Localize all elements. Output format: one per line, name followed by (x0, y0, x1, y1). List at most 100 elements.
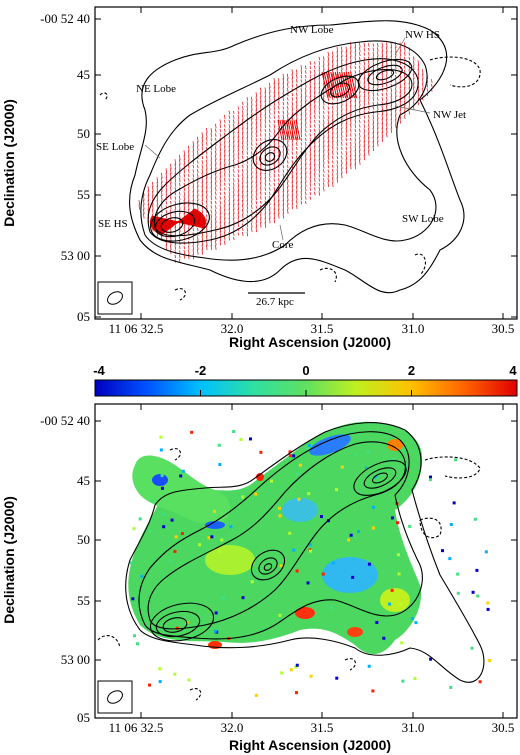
polarization-vector (269, 100, 271, 107)
polarization-vector (264, 217, 266, 224)
polarization-vector (282, 110, 284, 115)
polarization-vector (309, 109, 311, 116)
polarization-vector (363, 141, 365, 147)
polarization-vector (309, 137, 311, 142)
polarization-vector (336, 177, 338, 183)
polarization-vector (246, 190, 248, 197)
polarization-vector (395, 60, 397, 66)
polarization-vector (246, 172, 248, 179)
polarization-vector (305, 87, 307, 93)
rm-speckle (280, 671, 284, 675)
polarization-vector (246, 132, 248, 138)
polarization-vector (395, 87, 397, 93)
polarization-vector (336, 46, 338, 53)
polarization-vector (350, 142, 352, 146)
polarization-vector (390, 60, 392, 66)
polarization-vector (359, 124, 361, 128)
polarization-vector (282, 155, 284, 160)
polarization-vector (201, 181, 203, 188)
polarization-vector (323, 106, 325, 110)
polarization-vector (233, 232, 235, 236)
polarization-vector (210, 163, 212, 170)
rm-yellow-region-1 (205, 545, 255, 575)
polarization-vector (269, 96, 271, 102)
polarization-vector (314, 78, 316, 84)
polarization-vector (242, 132, 244, 138)
polarization-vector (386, 92, 388, 97)
polarization-vector (390, 87, 392, 93)
polarization-vector (354, 46, 356, 53)
polarization-vector (314, 173, 316, 178)
polarization-vector (305, 196, 307, 200)
polarization-vector (156, 177, 158, 183)
polarization-vector (325, 71, 333, 99)
polarization-vector (300, 137, 302, 142)
polarization-vector (233, 169, 235, 173)
polarization-vector (386, 42, 388, 48)
rm-speckle (241, 495, 245, 499)
polarization-vector (260, 96, 262, 102)
polarization-vector (296, 177, 298, 183)
polarization-vector (300, 159, 302, 165)
polarization-vector (377, 118, 379, 125)
rm-speckle (279, 564, 283, 568)
polarization-vector (345, 123, 347, 129)
polarization-vector (368, 132, 370, 138)
polarization-vector (300, 186, 302, 192)
polarization-vector (233, 213, 235, 219)
polarization-vector (390, 92, 392, 97)
polarization-vector (219, 172, 221, 179)
polarization-vector (372, 47, 374, 52)
polarization-vector (251, 101, 253, 106)
polarization-vector (228, 208, 230, 215)
polarization-vector (242, 101, 244, 106)
polarization-vector (278, 78, 280, 84)
polarization-vector (215, 182, 217, 187)
polarization-vector (215, 213, 217, 219)
polarization-vector (341, 105, 343, 111)
polarization-vector (251, 127, 253, 134)
polarization-vector (318, 65, 320, 70)
polarization-vector (291, 92, 293, 97)
polarization-vector (179, 222, 181, 228)
total-intensity-contours (99, 20, 481, 301)
rm-speckle (295, 569, 299, 573)
polarization-vector (300, 92, 302, 97)
polarization-vector (255, 105, 257, 111)
polarization-vector (251, 222, 253, 228)
polarization-vector (291, 74, 293, 79)
polarization-vector (314, 132, 316, 138)
y-tick-label: 53 00 (61, 652, 90, 667)
polarization-vector (282, 127, 284, 134)
polarization-vector (165, 191, 167, 196)
polarization-vector (215, 245, 217, 250)
rm-speckle (305, 447, 309, 451)
polarization-vector (332, 105, 334, 111)
polarization-vector (255, 109, 257, 116)
rm-speckle (309, 674, 313, 678)
polarization-vector (188, 186, 190, 192)
polarization-vector (273, 199, 275, 206)
polarization-vector (251, 172, 253, 179)
polarization-vector (282, 145, 284, 152)
polarization-vector (377, 132, 379, 138)
polarization-vector (273, 119, 275, 124)
polarization-vector (363, 115, 365, 119)
polarization-vector (170, 182, 172, 187)
polarization-vector (260, 186, 262, 192)
polarization-vector (201, 141, 203, 147)
polarization-vector (291, 123, 293, 129)
polarization-vector (143, 204, 145, 210)
polarization-vector (323, 110, 325, 115)
polarization-vector (282, 73, 284, 80)
polarization-vector (174, 182, 176, 187)
rm-speckle (308, 543, 312, 547)
polarization-vector (287, 119, 293, 141)
polarization-vector (336, 146, 338, 151)
rm-speckle (441, 549, 445, 553)
polarization-vector (296, 172, 298, 179)
polarization-vector (197, 204, 199, 210)
polarization-vector (156, 204, 158, 210)
polarization-vector (350, 150, 352, 156)
polarization-vector (170, 245, 172, 250)
